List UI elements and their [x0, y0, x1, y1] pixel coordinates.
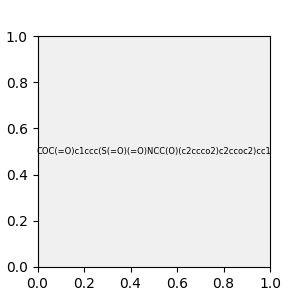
Text: COC(=O)c1ccc(S(=O)(=O)NCC(O)(c2ccco2)c2ccoc2)cc1: COC(=O)c1ccc(S(=O)(=O)NCC(O)(c2ccco2)c2c… [36, 147, 271, 156]
